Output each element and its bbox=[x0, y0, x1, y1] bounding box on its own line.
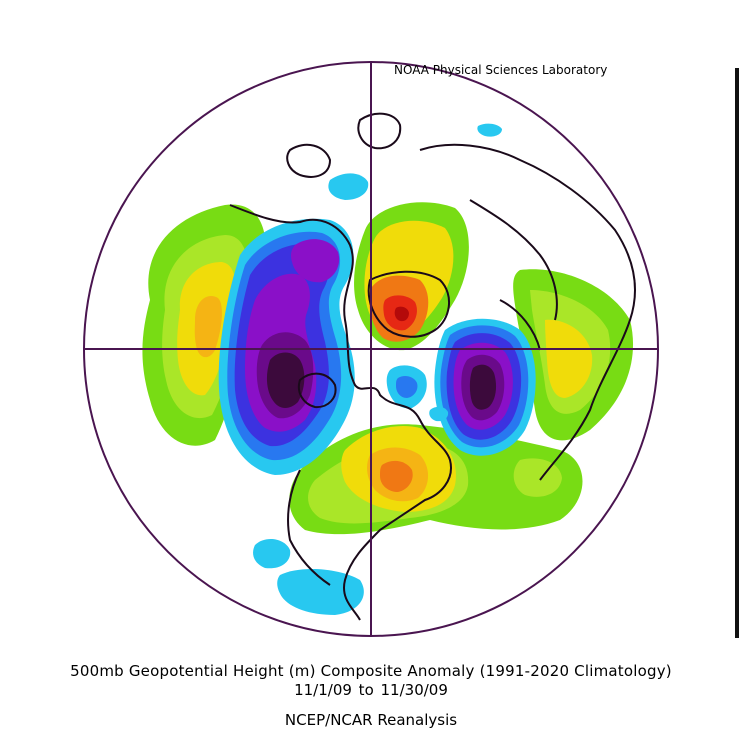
graticule bbox=[84, 62, 658, 636]
coastline-arctic-islands bbox=[286, 112, 402, 178]
data-source: NCEP/NCAR Reanalysis bbox=[284, 711, 458, 729]
map-frame-circle bbox=[83, 61, 659, 637]
anomaly-atlantic-small-cyan bbox=[429, 406, 449, 422]
anomaly-europe-negative-core bbox=[469, 364, 497, 410]
anomaly-atlantic-positive-peak bbox=[380, 460, 413, 492]
coastline-eurasia bbox=[419, 143, 636, 481]
anomaly-eurasia-positive-peak bbox=[545, 319, 593, 398]
anomaly-greenland-negative-core bbox=[396, 375, 418, 398]
date-range: 11/1/09 to 11/30/09 bbox=[294, 681, 448, 699]
right-edge-bar bbox=[735, 68, 739, 638]
anomaly-na-negative-core bbox=[266, 352, 305, 408]
anomaly-alaska-negative-arm bbox=[291, 239, 340, 283]
anomaly-pacific-cyan-patch bbox=[253, 538, 291, 569]
anomaly-mexico-cyan-patch bbox=[277, 568, 364, 615]
anomaly-field bbox=[142, 123, 634, 615]
anomaly-arctic-cyan-patch bbox=[328, 173, 369, 200]
anomaly-pacific-positive-max bbox=[194, 296, 222, 358]
map-title: 500mb Geopotential Height (m) Composite … bbox=[70, 662, 672, 680]
credit-label: NOAA Physical Sciences Laboratory bbox=[394, 63, 608, 77]
anomaly-arctic-positive-max bbox=[394, 306, 409, 322]
coastline-hudson-bay bbox=[297, 372, 337, 409]
coastline-north-america bbox=[229, 204, 452, 621]
anomaly-siberia-cyan-patch bbox=[477, 123, 502, 137]
coastlines bbox=[229, 112, 636, 621]
coastline-greenland bbox=[367, 270, 451, 338]
